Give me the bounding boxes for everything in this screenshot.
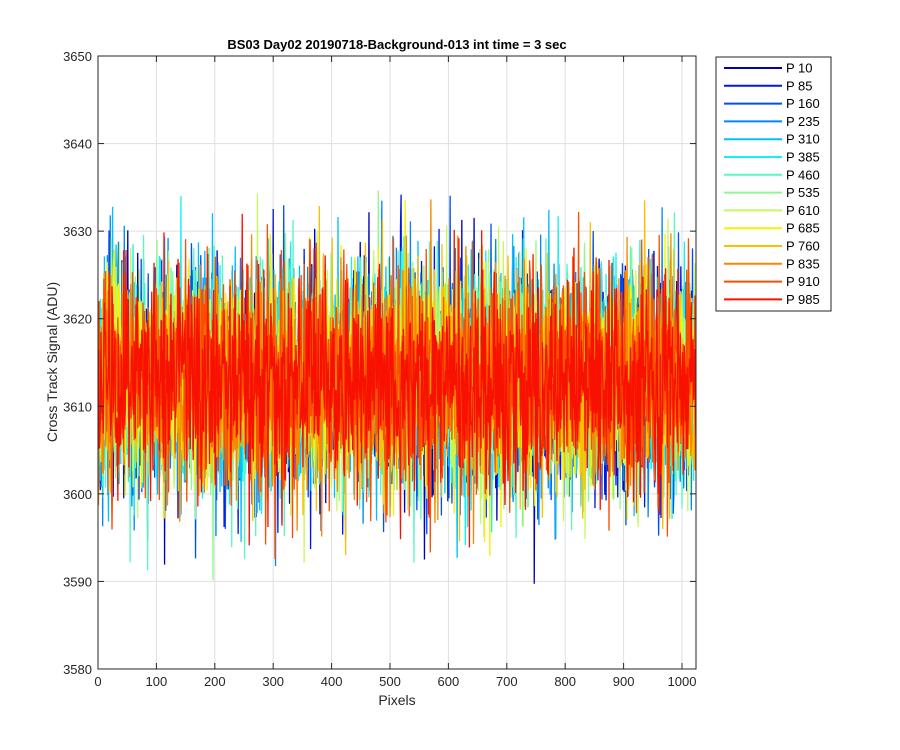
x-tick-label: 400 (321, 674, 343, 689)
x-tick-label: 1000 (668, 674, 697, 689)
x-tick-label: 0 (94, 674, 101, 689)
x-tick-label: 700 (496, 674, 518, 689)
y-tick-labels: 3580 3590 3600 3610 3620 3630 3640 3650 (63, 49, 92, 677)
x-tick-labels: 0 100 200 300 400 500 600 700 800 900 1000 (94, 674, 696, 689)
y-axis-label: Cross Track Signal (ADU) (44, 282, 60, 442)
legend-entry-label: P 160 (786, 96, 820, 111)
legend-entry-label: P 85 (786, 78, 813, 93)
chart-title: BS03 Day02 20190718-Background-013 int t… (227, 37, 566, 52)
axis-ticks (97, 55, 696, 670)
legend: P 10 P 85 P 160 P 235 P 310 P 385 P 460 P 535 P … (715, 56, 832, 312)
legend-entry-label: P 760 (786, 239, 820, 254)
legend-entry-label: P 10 (786, 61, 813, 76)
y-tick-label: 3650 (63, 49, 92, 64)
legend-entry-label: P 610 (786, 203, 820, 218)
legend-entry-label: P 535 (786, 185, 820, 200)
legend-entry-label: P 235 (786, 114, 820, 129)
series-line-p-985 (98, 213, 696, 548)
x-tick-label: 500 (379, 674, 401, 689)
y-tick-label: 3590 (63, 574, 92, 589)
legend-box (715, 56, 832, 312)
x-tick-label: 100 (146, 674, 168, 689)
y-tick-label: 3630 (63, 224, 92, 239)
legend-entry-label: P 460 (786, 167, 820, 182)
x-tick-label: 600 (438, 674, 460, 689)
x-tick-label: 800 (554, 674, 576, 689)
legend-entry-label: P 685 (786, 221, 820, 236)
legend-entry-label: P 985 (786, 292, 820, 307)
legend-entry-label: P 835 (786, 256, 820, 271)
x-tick-label: 200 (204, 674, 226, 689)
x-tick-label: 300 (262, 674, 284, 689)
plot-frame (97, 55, 697, 670)
x-tick-label: 900 (613, 674, 635, 689)
series-lines (98, 190, 696, 584)
legend-entry-label: P 310 (786, 132, 820, 147)
y-tick-label: 3640 (63, 137, 92, 152)
legend-entry-label: P 385 (786, 150, 820, 165)
legend-entry-label: P 910 (786, 274, 820, 289)
y-tick-label: 3610 (63, 399, 92, 414)
y-tick-label: 3620 (63, 312, 92, 327)
x-axis-label: Pixels (378, 692, 415, 708)
y-tick-label: 3600 (63, 487, 92, 502)
y-tick-label: 3580 (63, 662, 92, 677)
